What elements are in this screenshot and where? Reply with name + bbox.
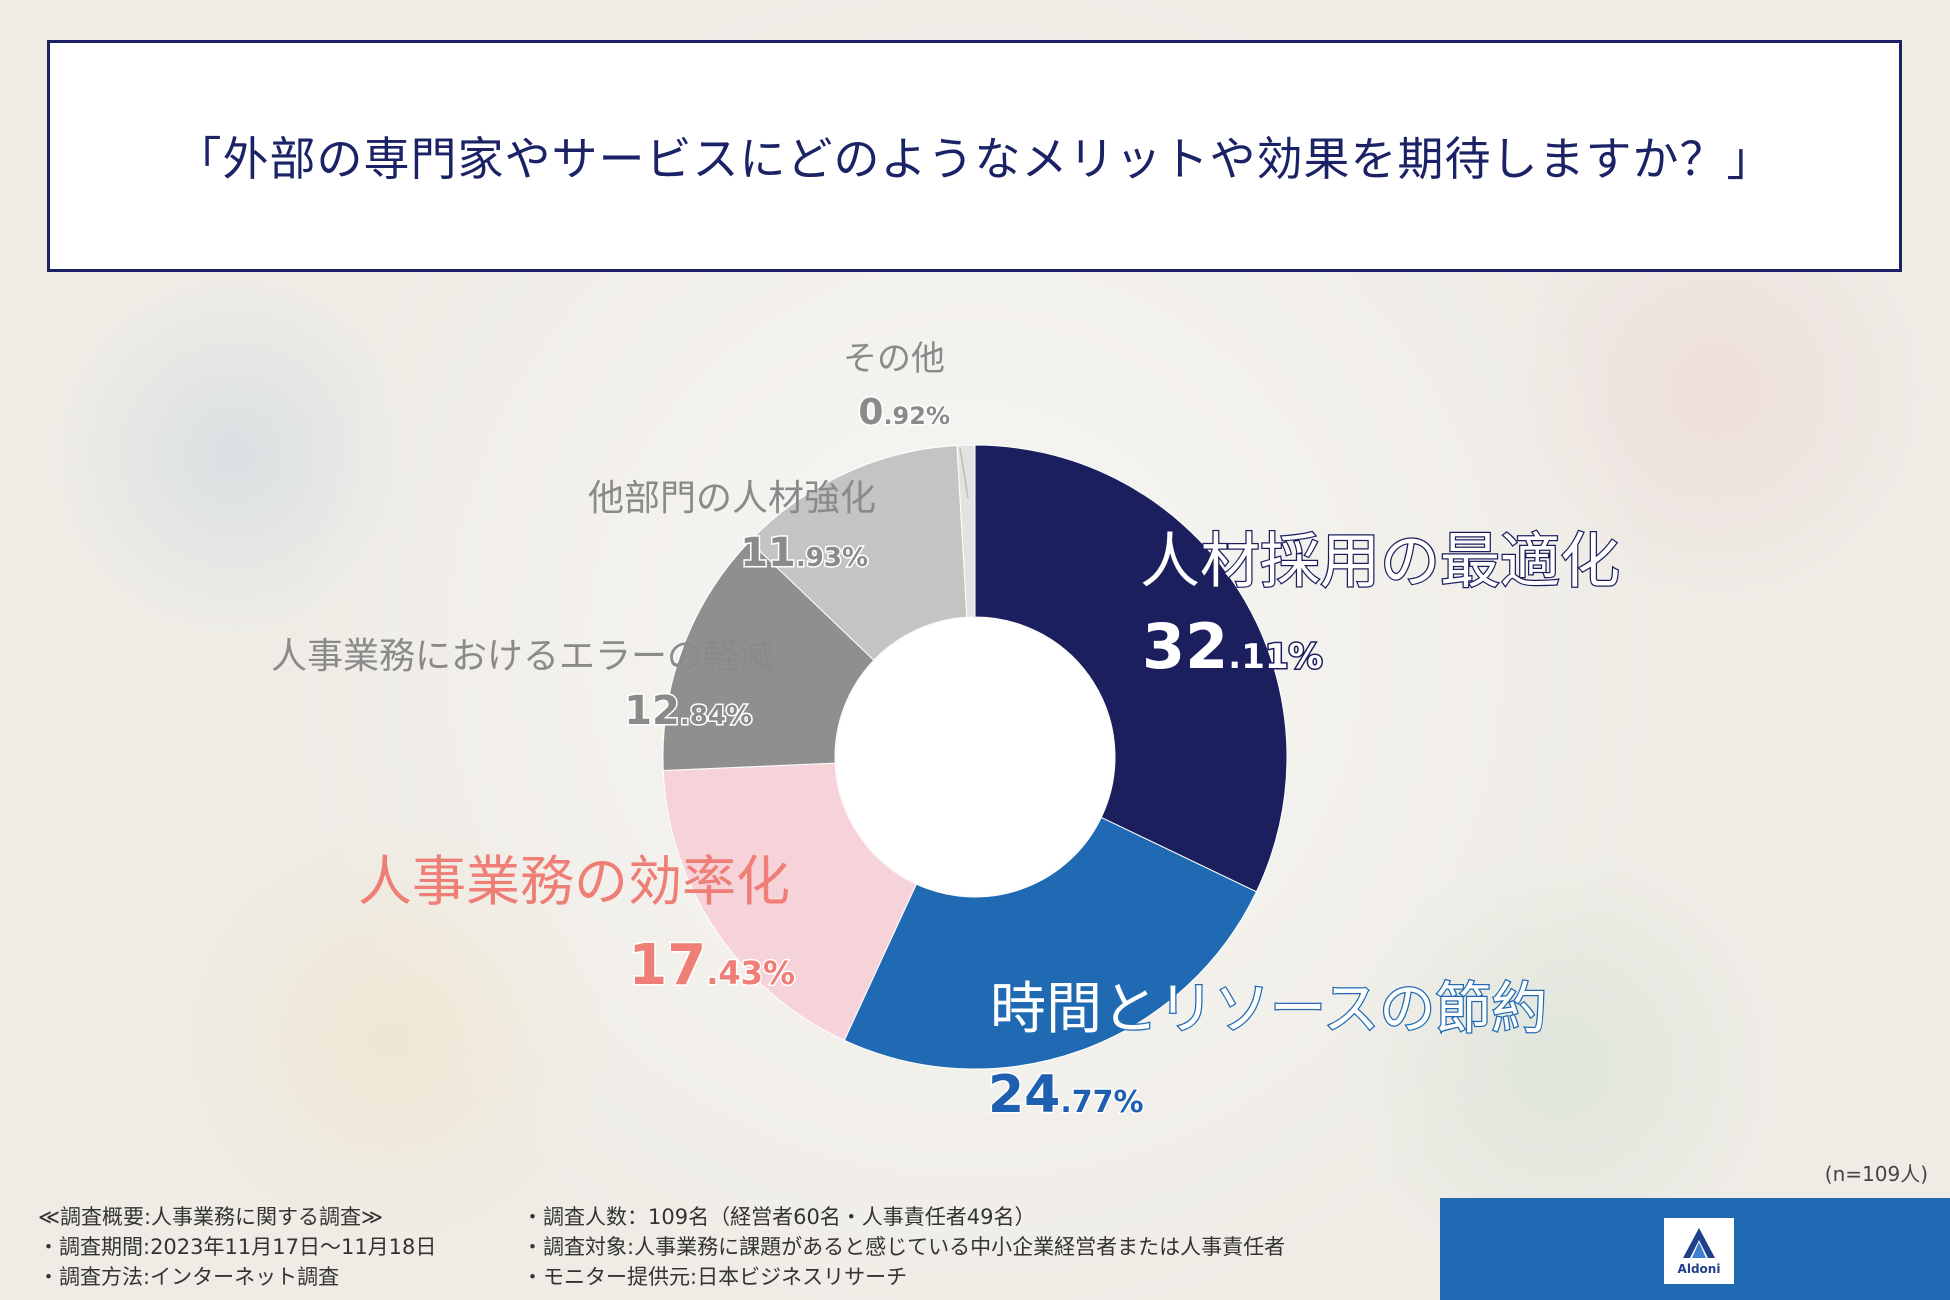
survey-notes-left: ≪調査概要:人事業務に関する調査≫ ・調査期間:2023年11月17日～11月1… — [38, 1202, 436, 1292]
slice-percent-3: 12.84% — [624, 688, 752, 734]
slice-percent-1: 24.77% — [988, 1065, 1144, 1125]
question-title-box: 「外部の専門家やサービスにどのようなメリットや効果を期待しますか？」 — [47, 40, 1902, 272]
slice-label-5: その他 — [843, 339, 945, 379]
logo-wordmark: Aldoni — [1677, 1262, 1721, 1276]
survey-count: ・調査人数：109名（経営者60名・人事責任者49名） — [522, 1205, 1036, 1229]
slice-percent-4: 11.93% — [740, 530, 868, 576]
aldoni-logo: Aldoni — [1664, 1218, 1734, 1284]
donut-slice-2 — [662, 762, 918, 1041]
slice-percent-5: 0.92% — [858, 392, 950, 433]
slice-label-0: 人材採用の最適化 — [1140, 527, 1620, 597]
slice-label-4: 他部門の人材強化 — [588, 478, 876, 519]
aldoni-logo-icon — [1683, 1228, 1715, 1258]
question-title: 「外部の専門家やサービスにどのようなメリットや効果を期待しますか？」 — [175, 132, 1774, 186]
slice-percent-0: 32.11% — [1142, 610, 1323, 683]
sample-size-note: (n=109人) — [1824, 1162, 1928, 1186]
donut-slice-0 — [974, 444, 1288, 893]
donut-hole — [836, 618, 1114, 896]
donut-slice-1 — [843, 816, 1258, 1070]
survey-target: ・調査対象:人事業務に課題があると感じている中小企業経営者または人事責任者 — [522, 1235, 1286, 1259]
survey-notes-right: ・調査人数：109名（経営者60名・人事責任者49名） ・調査対象:人事業務に課… — [522, 1202, 1285, 1292]
survey-method: ・調査方法:インターネット調査 — [38, 1265, 340, 1289]
donut-slice-4 — [748, 444, 968, 661]
slice-label-3: 人事業務におけるエラーの軽減 — [271, 636, 775, 677]
survey-provider: ・モニター提供元:日本ビジネスリサーチ — [522, 1265, 908, 1289]
survey-period: ・調査期間:2023年11月17日～11月18日 — [38, 1235, 437, 1259]
slice-percent-2: 17.43% — [628, 933, 795, 998]
slice-label-2: 人事業務の効率化 — [358, 850, 790, 913]
donut-slice-3 — [662, 540, 875, 772]
donut-slice-5 — [956, 444, 976, 618]
slice-label-1: 時間とリソースの節約 — [990, 977, 1547, 1042]
leader-line-other — [959, 447, 969, 499]
survey-header: ≪調査概要:人事業務に関する調査≫ — [38, 1205, 384, 1229]
